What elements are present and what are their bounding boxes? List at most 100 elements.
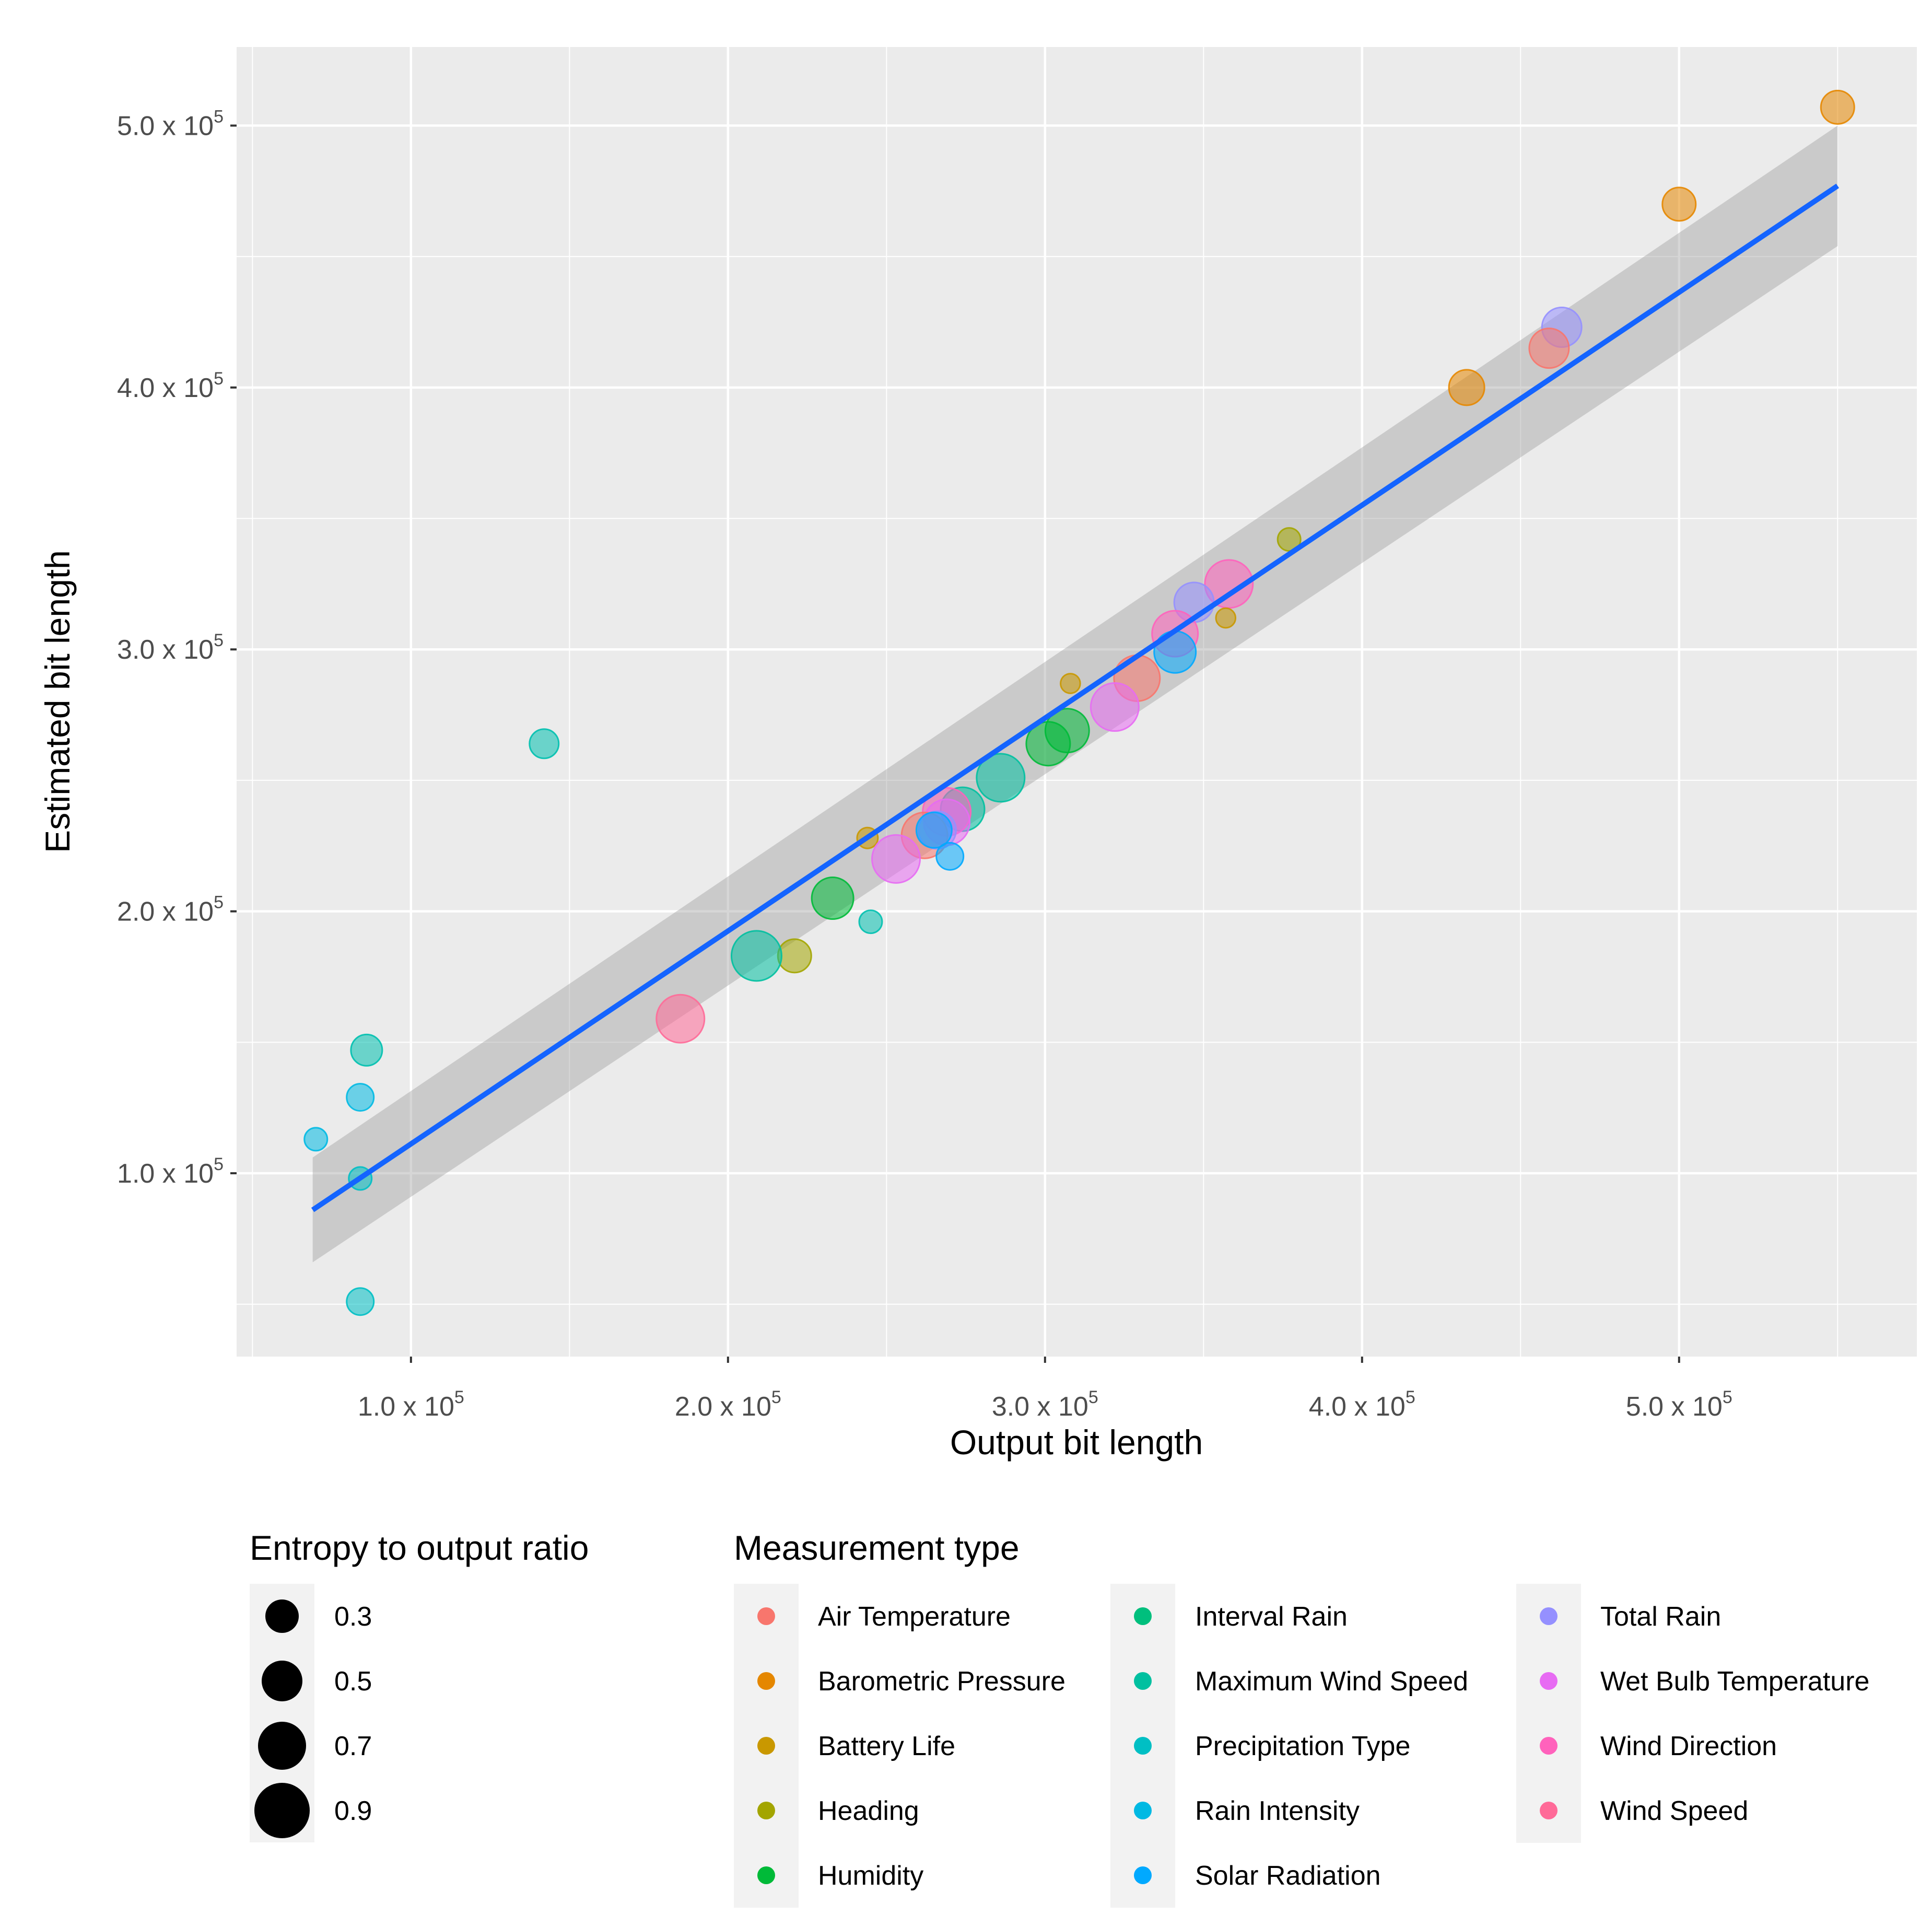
color-legend-swatch: [1540, 1672, 1558, 1690]
data-point: [1090, 682, 1140, 732]
color-legend-swatch: [757, 1607, 775, 1625]
y-tick-exponent: 5: [214, 107, 224, 126]
data-point: [1820, 89, 1855, 125]
color-legend-key-bg: [1516, 1584, 1581, 1843]
y-tick-mantissa: 5.0 x 10: [117, 111, 214, 141]
color-legend-label: Total Rain: [1600, 1602, 1721, 1632]
data-point: [871, 834, 921, 884]
data-point: [1277, 527, 1302, 552]
size-legend-key: [262, 1661, 302, 1701]
x-axis-ticks: 1.0 x 105 2.0 x 105 3.0 x 105 4.0 x 105 5.0 …: [358, 1357, 1732, 1422]
color-legend-swatch: [1134, 1737, 1152, 1755]
data-point: [1215, 607, 1237, 629]
confidence-ribbon: [312, 125, 1838, 1263]
y-tick-exponent: 5: [214, 369, 224, 389]
data-point: [811, 877, 854, 920]
x-tick-mantissa: 4.0 x 10: [1309, 1392, 1406, 1422]
grid-major: [237, 47, 1917, 1357]
data-point: [730, 930, 782, 982]
color-legend-label: Precipitation Type: [1195, 1731, 1410, 1761]
data-point: [976, 753, 1026, 803]
color-legend-swatch: [757, 1737, 775, 1755]
x-tick-exponent: 5: [1723, 1387, 1732, 1407]
color-legend-label: Air Temperature: [818, 1602, 1011, 1632]
data-point: [915, 811, 953, 849]
x-tick-mantissa: 1.0 x 10: [358, 1392, 454, 1422]
y-tick-label: 1.0 x 105: [117, 1154, 224, 1189]
color-legend-swatch: [1134, 1672, 1152, 1690]
x-tick-exponent: 5: [454, 1387, 464, 1407]
data-point: [858, 909, 883, 935]
color-legend-label: Wind Speed: [1600, 1796, 1748, 1826]
x-tick-mantissa: 2.0 x 10: [675, 1392, 771, 1422]
x-tick-label: 5.0 x 105: [1626, 1387, 1732, 1422]
fit-line: [311, 183, 1840, 1212]
data-point: [350, 1033, 383, 1067]
y-tick-mantissa: 4.0 x 10: [117, 373, 214, 403]
y-tick-exponent: 5: [214, 1154, 224, 1174]
data-point: [655, 994, 706, 1044]
x-tick-exponent: 5: [1406, 1387, 1415, 1407]
color-legend-label: Barometric Pressure: [818, 1666, 1065, 1697]
data-point: [1153, 630, 1197, 674]
y-axis-title: Estimated bit length: [38, 550, 77, 853]
grid-minor: [237, 47, 1917, 1357]
data-point: [303, 1127, 329, 1152]
y-tick-mantissa: 3.0 x 10: [117, 635, 214, 665]
color-legend-swatch: [757, 1866, 775, 1884]
color-legend-label: Maximum Wind Speed: [1195, 1666, 1468, 1697]
color-legend-label: Heading: [818, 1796, 919, 1826]
color-legend-label: Humidity: [818, 1861, 923, 1891]
data-point: [529, 728, 560, 760]
color-legend-label: Battery Life: [818, 1731, 955, 1761]
x-tick-label: 3.0 x 105: [992, 1387, 1098, 1422]
size-legend-key: [258, 1722, 306, 1770]
color-legend-label: Wet Bulb Temperature: [1600, 1666, 1869, 1697]
data-point: [1025, 721, 1071, 767]
color-legend-swatch: [1134, 1607, 1152, 1625]
color-legend-swatch: [757, 1672, 775, 1690]
size-legend-label: 0.5: [334, 1666, 372, 1697]
y-tick-mantissa: 2.0 x 10: [117, 897, 214, 927]
x-tick-label: 4.0 x 105: [1309, 1387, 1415, 1422]
y-tick-exponent: 5: [214, 630, 224, 650]
color-legend-label: Solar Radiation: [1195, 1861, 1381, 1891]
color-legend-label: Rain Intensity: [1195, 1796, 1360, 1826]
data-point: [1060, 673, 1081, 694]
color-legend-swatch: [1540, 1737, 1558, 1755]
plot-panel: [237, 47, 1917, 1357]
x-axis-title: Output bit length: [950, 1423, 1203, 1462]
color-legend-label: Wind Direction: [1600, 1731, 1777, 1761]
x-tick-exponent: 5: [1088, 1387, 1098, 1407]
x-tick-label: 1.0 x 105: [358, 1387, 464, 1422]
x-tick-exponent: 5: [771, 1387, 781, 1407]
size-legend: 0.3 0.5 0.7 0.9: [254, 1599, 372, 1838]
x-tick-mantissa: 3.0 x 10: [992, 1392, 1088, 1422]
x-tick-mantissa: 5.0 x 10: [1626, 1392, 1723, 1422]
y-tick-mantissa: 1.0 x 10: [117, 1159, 214, 1189]
size-legend-key: [265, 1599, 299, 1633]
size-legend-label: 0.9: [334, 1796, 372, 1826]
y-tick-label: 5.0 x 105: [117, 107, 224, 141]
data-point: [935, 842, 965, 871]
data-point: [1448, 369, 1485, 406]
color-legend-swatch: [1134, 1802, 1152, 1819]
color-legend-swatch: [1540, 1607, 1558, 1625]
data-point: [1528, 328, 1570, 369]
size-legend-key: [254, 1783, 310, 1838]
y-tick-label: 2.0 x 105: [117, 893, 224, 927]
fit-line-group: [311, 183, 1840, 1212]
color-legend-swatch: [1540, 1802, 1558, 1819]
color-legend-label: Interval Rain: [1195, 1602, 1348, 1632]
data-point: [346, 1287, 375, 1316]
data-point: [1661, 186, 1697, 222]
color-legend: Air Temperature Barometric Pressure Batter…: [734, 1584, 1869, 1908]
color-legend-swatch: [1134, 1866, 1152, 1884]
size-legend-label: 0.3: [334, 1602, 372, 1632]
x-tick-label: 2.0 x 105: [675, 1387, 781, 1422]
data-point: [346, 1083, 375, 1112]
y-tick-label: 4.0 x 105: [117, 369, 224, 403]
